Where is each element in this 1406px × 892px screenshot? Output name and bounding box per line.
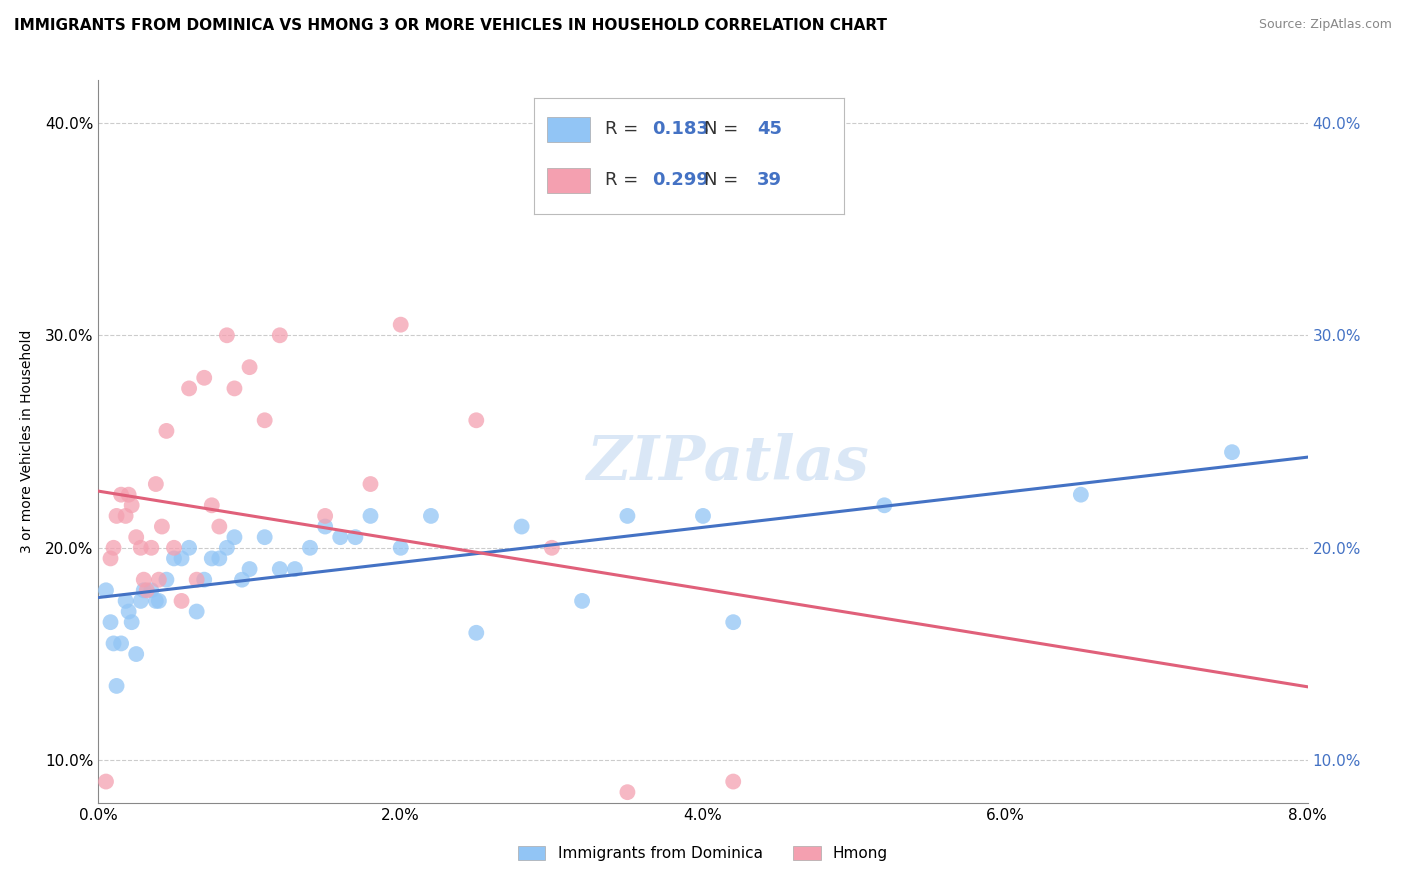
Point [186,573,208,587]
Legend: Immigrants from Dominica, Hmong: Immigrants from Dominica, Hmong [512,840,894,867]
Point [105,508,128,523]
Point [103,541,125,555]
Text: N =: N = [704,171,744,189]
Text: 0.183: 0.183 [652,120,709,138]
Point [135,583,157,598]
Point [239,360,262,375]
Point [465,413,488,427]
Point [155,573,177,587]
Point [344,530,367,544]
Point [163,541,186,555]
Point [103,636,125,650]
Point [208,519,231,533]
Point [141,583,163,598]
Point [148,573,170,587]
Point [94,774,117,789]
Point [314,508,336,523]
Point [114,594,136,608]
Point [389,318,412,332]
Point [118,605,141,619]
Point [179,381,201,395]
Point [420,508,443,523]
Point [110,488,132,502]
FancyBboxPatch shape [547,117,591,142]
Point [121,615,143,630]
Point [616,785,638,799]
Point [201,551,224,566]
Point [145,477,167,491]
Point [269,328,291,343]
Point [155,424,177,438]
Point [148,594,170,608]
Point [125,530,148,544]
Point [1372,519,1395,533]
Point [193,371,215,385]
Point [360,477,382,491]
Point [129,594,152,608]
Point [163,551,186,566]
Point [284,562,307,576]
Point [465,625,488,640]
Point [100,551,122,566]
Point [269,562,291,576]
Point [132,573,155,587]
Point [129,541,152,555]
Point [1220,445,1243,459]
Point [1070,488,1092,502]
Point [193,573,215,587]
Point [121,498,143,512]
Point [723,774,745,789]
Point [253,413,276,427]
Point [94,583,117,598]
Point [110,636,132,650]
Point [224,381,246,395]
Point [571,594,593,608]
Text: 45: 45 [756,120,782,138]
Point [125,647,148,661]
Point [540,541,562,555]
Point [170,551,193,566]
Point [692,508,714,523]
Point [239,562,262,576]
Point [873,498,896,512]
Point [114,508,136,523]
Point [329,530,352,544]
Point [186,605,208,619]
Text: 0.299: 0.299 [652,171,709,189]
Text: ZIPatlas: ZIPatlas [586,434,869,493]
Point [208,551,231,566]
Point [201,498,224,512]
Point [215,328,238,343]
Text: Source: ZipAtlas.com: Source: ZipAtlas.com [1258,18,1392,31]
Point [723,615,745,630]
Text: R =: R = [606,120,644,138]
FancyBboxPatch shape [547,168,591,194]
Text: R =: R = [606,171,644,189]
Point [141,541,163,555]
Point [132,583,155,598]
Point [314,519,336,533]
Point [215,541,238,555]
Text: 39: 39 [756,171,782,189]
Point [105,679,128,693]
Point [360,508,382,523]
Text: N =: N = [704,120,744,138]
Y-axis label: 3 or more Vehicles in Household: 3 or more Vehicles in Household [20,330,34,553]
Point [150,519,173,533]
Point [389,541,412,555]
Point [170,594,193,608]
Point [616,508,638,523]
Point [253,530,276,544]
Point [510,519,533,533]
Point [224,530,246,544]
Point [145,594,167,608]
Text: IMMIGRANTS FROM DOMINICA VS HMONG 3 OR MORE VEHICLES IN HOUSEHOLD CORRELATION CH: IMMIGRANTS FROM DOMINICA VS HMONG 3 OR M… [14,18,887,33]
Point [299,541,322,555]
Point [118,488,141,502]
Point [100,615,122,630]
Point [179,541,201,555]
Point [231,573,253,587]
